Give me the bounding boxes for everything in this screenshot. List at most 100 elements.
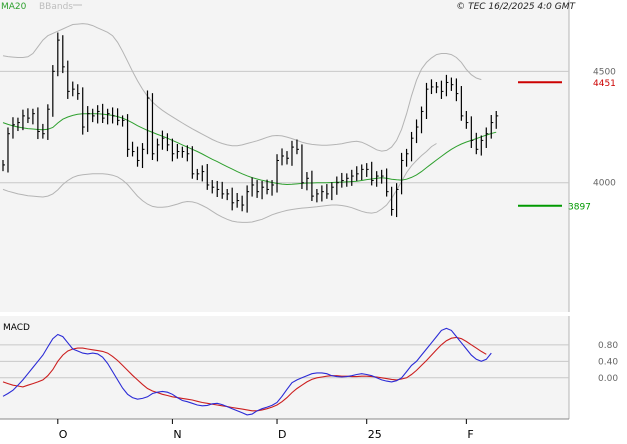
price-bar [341, 172, 344, 188]
x-tick-label: O [59, 428, 68, 440]
price-bar [271, 180, 275, 196]
price-bar [17, 117, 20, 132]
price-bar [22, 109, 25, 131]
price-bar [156, 138, 160, 162]
macd-panel-background [0, 316, 569, 419]
price-bar [52, 65, 55, 117]
price-bar [475, 132, 479, 155]
macd-y-tick-label: 0.00 [598, 374, 618, 384]
x-tick-label: 25 [368, 428, 382, 440]
ma20-line [2, 113, 497, 186]
price-bar [121, 115, 125, 127]
price-bar [112, 107, 115, 124]
bbands-lower-line [2, 143, 437, 223]
price-bar [420, 106, 424, 134]
price-bar [201, 165, 205, 182]
price-bar [465, 110, 469, 129]
price-bar [216, 180, 220, 198]
price-bar [236, 192, 240, 208]
price-bar [241, 195, 245, 212]
price-bar [102, 103, 105, 124]
bbands-legend-label: BBands [39, 2, 73, 12]
price-bar [356, 166, 359, 181]
macd-panel: 0.80 0.40 0.00 MACD [0, 316, 618, 419]
price-bar [77, 84, 80, 100]
price-bar [346, 173, 349, 187]
price-bar [92, 108, 95, 123]
price-bar [266, 179, 270, 195]
price-bar [281, 148, 285, 166]
price-bar [191, 146, 195, 179]
price-bar [351, 169, 354, 186]
x-tick-label: F [467, 428, 473, 440]
macd-line [2, 327, 492, 416]
price-bar [286, 151, 289, 165]
price-bar [42, 123, 45, 139]
price-bar [116, 108, 120, 126]
x-tick-label: D [278, 428, 286, 440]
price-bar [146, 90, 150, 155]
price-bar [405, 148, 409, 167]
price-bar [291, 140, 294, 166]
price-bar [311, 170, 314, 202]
price-bar [12, 117, 15, 139]
price-bar [425, 82, 429, 120]
price-bar [450, 77, 454, 91]
ma20-legend-label: MA20 [1, 2, 27, 12]
x-tick-label: N [173, 428, 181, 440]
price-bar [495, 110, 499, 129]
price-bar [151, 93, 155, 161]
macd-y-tick-label: 0.40 [598, 357, 618, 367]
macd-y-tick-label: 0.80 [598, 341, 618, 351]
price-bar [415, 119, 419, 144]
price-bar [391, 186, 394, 216]
price-bar [396, 183, 399, 218]
price-bar [256, 180, 260, 198]
price-bar [166, 133, 170, 152]
price-bar [430, 79, 434, 95]
price-bar [2, 160, 5, 172]
price-bar [296, 139, 299, 155]
price-bar [82, 87, 85, 135]
price-bar [460, 86, 464, 121]
x-axis: O N D 25 F [0, 418, 569, 441]
price-bar [366, 163, 369, 177]
price-bar [261, 180, 265, 200]
price-bar [400, 152, 404, 195]
price-bar [221, 181, 225, 199]
price-bar [321, 185, 324, 202]
price-bar [131, 141, 135, 157]
price-bar [181, 146, 185, 158]
price-bar [485, 127, 489, 148]
price-y-tick-label: 4000 [593, 179, 616, 189]
price-bar [336, 176, 339, 195]
price-bar [186, 145, 190, 162]
bbands-upper-line [2, 23, 482, 152]
price-bar [251, 177, 255, 197]
price-bar [480, 135, 484, 156]
price-y-tick-label: 4500 [593, 67, 616, 77]
price-panel-background [0, 0, 569, 312]
price-bar [176, 143, 180, 159]
price-bar [226, 188, 230, 201]
price-bar [386, 168, 389, 197]
price-bar [57, 32, 60, 77]
timestamp-label: © TEC 16/2/2025 4:0 GMT [456, 2, 576, 12]
price-bar [97, 105, 100, 124]
price-bar [381, 169, 384, 184]
price-bar [107, 108, 110, 125]
price-bar [37, 107, 40, 140]
price-bar [62, 35, 65, 74]
price-bar [126, 114, 130, 157]
price-bar [455, 78, 459, 102]
price-bar [67, 60, 70, 99]
price-bar [470, 116, 474, 148]
signal-line [2, 336, 487, 412]
price-bar [376, 171, 379, 187]
macd-panel-title: MACD [3, 323, 30, 333]
price-bar [136, 146, 140, 167]
price-bar [72, 81, 75, 97]
price-panel: 4451 3897 4500 4000 [0, 0, 616, 312]
